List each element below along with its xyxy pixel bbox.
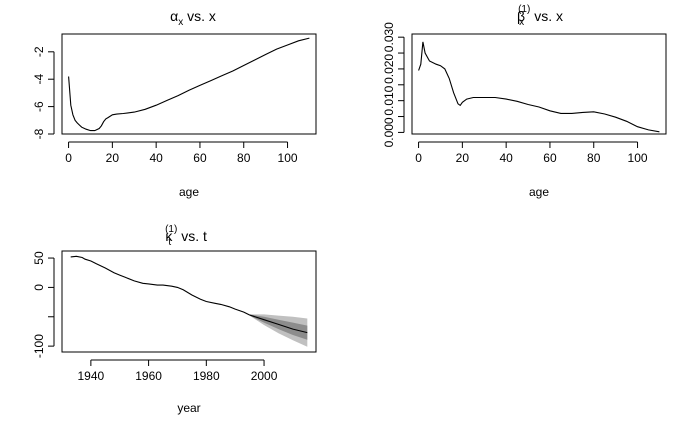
x-tick-label: 100 <box>628 151 648 165</box>
x-tick-label: 0 <box>65 151 72 165</box>
x-tick-label: 100 <box>278 151 298 165</box>
x-tick-label: 0 <box>415 151 422 165</box>
x-tick-label: 40 <box>149 151 163 165</box>
y-tick-label: -6 <box>32 101 46 112</box>
y-tick-label: -2 <box>32 46 46 57</box>
x-tick-label: 1960 <box>135 369 162 383</box>
y-axis-alpha: -8 -6 -4 -2 <box>32 46 55 139</box>
y-tick-label: 0.020 <box>382 54 396 84</box>
y-tick-label: 0 <box>32 284 46 291</box>
x-tick-label: 20 <box>456 151 470 165</box>
x-tick-label: 60 <box>543 151 557 165</box>
x-axis-kappa: 1940 1960 1980 2000 <box>78 359 278 383</box>
title-alpha: αx vs. x <box>170 8 216 28</box>
x-axis-alpha: 0 20 40 60 80 100 <box>65 141 298 165</box>
y-axis-kappa: -100 0 50 <box>32 251 55 358</box>
x-tick-label: 20 <box>106 151 120 165</box>
forecast-mean-line <box>249 314 308 334</box>
y-tick-label: -8 <box>32 128 46 139</box>
xlabel-beta: age <box>529 185 549 199</box>
y-tick-label: 0.000 <box>382 117 396 147</box>
x-axis-beta: 0 20 40 60 80 100 <box>415 141 648 165</box>
panel-beta: βx(1) vs. x 0 20 40 60 80 100 0.000 0.0100.020… <box>382 4 667 199</box>
series-line-kappa <box>70 255 250 316</box>
y-tick-label: 0.010 <box>382 85 396 115</box>
title-kappa: κt(1) vs. t <box>165 224 207 248</box>
x-tick-label: 80 <box>587 151 601 165</box>
panel-alpha: αx vs. x 0 20 40 60 80 100 -8 -6 -4 -2 age <box>32 8 317 199</box>
panel-kappa: κt(1) vs. t 1940 1960 1980 2000 -100 0 50 yea… <box>32 224 317 415</box>
y-tick-label: -4 <box>32 74 46 85</box>
x-tick-label: 60 <box>193 151 207 165</box>
series-line-alpha <box>68 37 310 132</box>
y-tick-label: -100 <box>32 334 46 358</box>
x-tick-label: 40 <box>499 151 513 165</box>
y-tick-label: 0.030 <box>382 22 396 52</box>
plot-frame-kappa <box>61 250 317 353</box>
series-line-beta <box>418 41 660 133</box>
forecast-inner-band <box>249 314 308 340</box>
x-tick-label: 2000 <box>251 369 278 383</box>
x-tick-label: 80 <box>237 151 251 165</box>
plot-frame-beta <box>411 33 667 135</box>
xlabel-alpha: age <box>179 185 199 199</box>
y-tick-label: 50 <box>32 251 46 265</box>
xlabel-kappa: year <box>177 401 200 415</box>
plot-frame-alpha <box>61 33 317 135</box>
title-beta: βx(1) vs. x <box>517 4 563 28</box>
x-tick-label: 1940 <box>78 369 105 383</box>
x-tick-label: 1980 <box>193 369 220 383</box>
